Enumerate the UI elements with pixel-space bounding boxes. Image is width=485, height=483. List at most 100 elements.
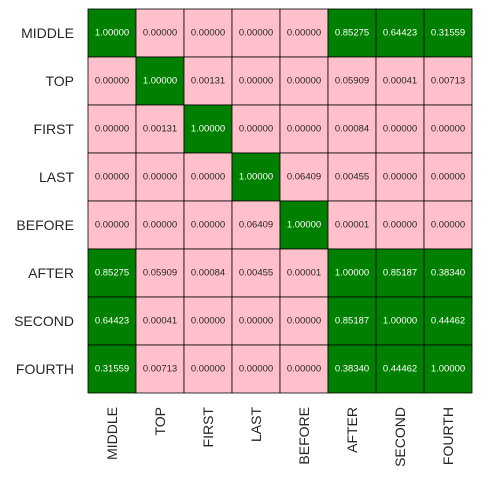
row-labels: MIDDLE TOP FIRST LAST BEFORE AFTER SECOND FOURT… (14, 25, 74, 377)
row-tick-label: SECOND (14, 313, 74, 329)
cell-value-label: 0.00000 (239, 28, 273, 39)
cell-value-label: 0.00000 (239, 316, 273, 327)
cell-value-label: 0.00000 (287, 364, 321, 375)
cell-value-label: 0.85187 (383, 268, 417, 279)
heatmap-cell (183, 248, 233, 298)
row-tick-label: AFTER (28, 265, 74, 281)
cell-value-label: 0.38340 (335, 364, 369, 375)
cell-value-label: 0.00084 (335, 124, 369, 135)
row-tick-label: TOP (45, 73, 74, 89)
heatmap-cell (135, 104, 185, 154)
heatmap-cell (423, 344, 473, 394)
cell-value-label: 1.00000 (239, 172, 273, 183)
heatmap-cell (231, 200, 281, 250)
cell-value-label: 0.00041 (143, 316, 177, 327)
heatmap-cell (87, 8, 137, 58)
heatmap-cell (135, 296, 185, 346)
cell-value-label: 0.44462 (431, 316, 465, 327)
cell-value-label: 0.00000 (95, 220, 129, 231)
heatmap-cell (423, 248, 473, 298)
cell-value-label: 0.00000 (431, 172, 465, 183)
heatmap-cell (231, 56, 281, 106)
cell-value-label: 0.00131 (143, 124, 177, 135)
heatmap-cell (327, 104, 377, 154)
cell-value-label: 0.00000 (287, 28, 321, 39)
heatmap-cell (183, 104, 233, 154)
column-tick-label: MIDDLE (104, 407, 120, 460)
cell-value-label: 0.00131 (191, 76, 225, 87)
cell-value-label: 0.00000 (431, 220, 465, 231)
heatmap-cell (279, 104, 329, 154)
cell-value-label: 1.00000 (335, 268, 369, 279)
cell-value-label: 1.00000 (431, 364, 465, 375)
cell-value-label: 0.00000 (191, 172, 225, 183)
cell-value-label: 0.05909 (143, 268, 177, 279)
heatmap-cell (183, 344, 233, 394)
heatmap-cell (87, 104, 137, 154)
heatmap-cell (375, 152, 425, 202)
cell-value-label: 0.00000 (383, 172, 417, 183)
cell-value-label: 1.00000 (95, 28, 129, 39)
column-tick-label: FIRST (200, 407, 216, 448)
cell-value-label: 0.00000 (191, 316, 225, 327)
cell-value-label: 1.00000 (383, 316, 417, 327)
cell-value-label: 0.00041 (383, 76, 417, 87)
cell-value-label: 0.00713 (431, 76, 465, 87)
cell-value-label: 0.00713 (143, 364, 177, 375)
cell-value-label: 0.31559 (95, 364, 129, 375)
cell-value-label: 0.05909 (335, 76, 369, 87)
column-tick-label: AFTER (344, 407, 360, 453)
heatmap-cell (327, 248, 377, 298)
heatmap-cell (231, 104, 281, 154)
cell-value-label: 0.00000 (287, 76, 321, 87)
cell-value-label: 0.38340 (431, 268, 465, 279)
cell-value-label: 0.00000 (95, 76, 129, 87)
row-tick-label: BEFORE (16, 217, 74, 233)
cell-value-label: 0.00455 (335, 172, 369, 183)
heatmap-cell (87, 152, 137, 202)
cell-value-label: 0.00000 (95, 124, 129, 135)
heatmap-cell (327, 344, 377, 394)
cell-value-label: 0.00001 (335, 220, 369, 231)
heatmap-cell (327, 56, 377, 106)
heatmap-cell (375, 104, 425, 154)
heatmap-cell (327, 8, 377, 58)
heatmap-cell (183, 8, 233, 58)
cell-value-label: 0.85187 (335, 316, 369, 327)
cell-value-label: 1.00000 (287, 220, 321, 231)
column-tick-label: FOURTH (440, 407, 456, 465)
cell-value-label: 0.00000 (239, 76, 273, 87)
cell-value-label: 0.00000 (95, 172, 129, 183)
cell-value-label: 0.00000 (239, 124, 273, 135)
heatmap-cell (135, 344, 185, 394)
heatmap-cell (279, 200, 329, 250)
cell-value-label: 0.44462 (383, 364, 417, 375)
heatmap-cell (231, 344, 281, 394)
cell-value-label: 1.00000 (191, 124, 225, 135)
cell-value-label: 0.00000 (239, 364, 273, 375)
heatmap-cell (183, 296, 233, 346)
column-tick-label: LAST (248, 407, 264, 442)
cell-value-label: 1.00000 (143, 76, 177, 87)
cell-value-label: 0.00455 (239, 268, 273, 279)
column-tick-label: BEFORE (296, 407, 312, 465)
column-tick-label: SECOND (392, 407, 408, 467)
cell-value-label: 0.00000 (191, 220, 225, 231)
heatmap-cell (375, 200, 425, 250)
heatmap-cell (135, 8, 185, 58)
heatmap-cell (423, 8, 473, 58)
cell-value-label: 0.06409 (239, 220, 273, 231)
cell-value-label: 0.00000 (143, 28, 177, 39)
cell-value-label: 0.00000 (143, 220, 177, 231)
column-tick-label: TOP (152, 407, 168, 436)
heatmap-cell (423, 296, 473, 346)
cell-value-label: 0.85275 (335, 28, 369, 39)
cell-value-label: 0.00000 (191, 28, 225, 39)
heatmap-cell (375, 248, 425, 298)
cell-value-label: 0.06409 (287, 172, 321, 183)
heatmap-cell (183, 152, 233, 202)
cell-value-label: 0.00000 (287, 124, 321, 135)
heatmap-cell (279, 296, 329, 346)
cell-value-label: 0.31559 (431, 28, 465, 39)
heatmap-cell (87, 344, 137, 394)
